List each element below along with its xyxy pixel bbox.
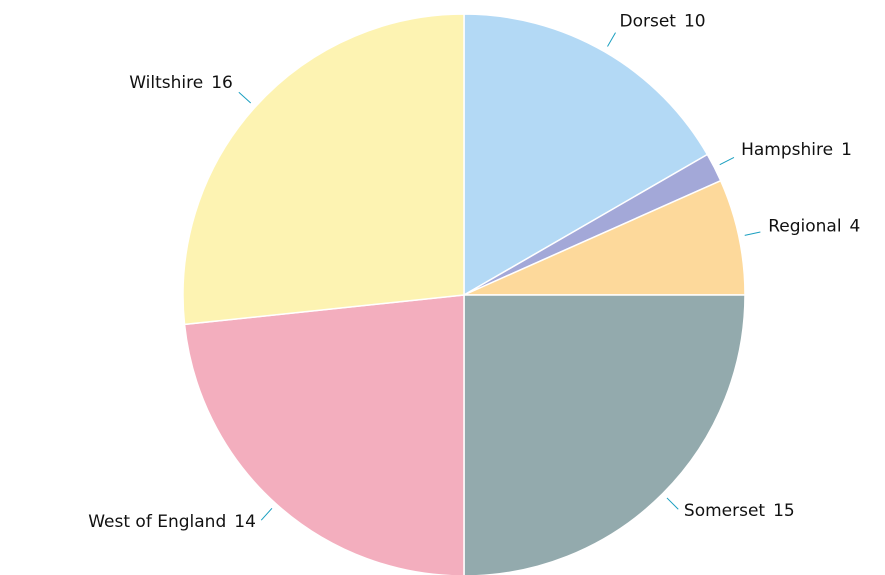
- pie-slice: [182, 13, 465, 326]
- slice-name: Wiltshire: [129, 73, 203, 93]
- slice-value: 14: [234, 512, 256, 532]
- slice-value: 10: [684, 12, 706, 32]
- slice-label: Regional 4: [768, 216, 860, 236]
- leader-line: [666, 497, 679, 510]
- slice-value: 1: [841, 140, 852, 160]
- slice-value: 15: [773, 501, 795, 521]
- pie-slice: [183, 294, 465, 575]
- leader-line: [744, 231, 761, 236]
- leader-line: [719, 156, 735, 166]
- pie-slice: [463, 294, 746, 575]
- pie-slice: [463, 179, 746, 296]
- slice-name: Somerset: [684, 501, 766, 521]
- slice-label: Somerset 15: [684, 501, 795, 521]
- slice-name: Hampshire: [741, 140, 833, 160]
- leader-line: [260, 507, 273, 521]
- slice-label: Dorset 10: [620, 12, 706, 32]
- slice-name: Dorset: [620, 12, 677, 32]
- slice-label: Wiltshire 16: [129, 73, 233, 93]
- pie-slice: [463, 13, 709, 297]
- leader-line: [238, 91, 252, 104]
- slice-label: West of England 14: [88, 512, 256, 532]
- slice-value: 16: [211, 73, 233, 93]
- slice-label: Hampshire 1: [741, 140, 852, 160]
- slice-value: 4: [850, 216, 861, 236]
- leader-line: [607, 32, 616, 47]
- slice-name: Regional: [768, 216, 841, 236]
- slice-name: West of England: [88, 512, 226, 532]
